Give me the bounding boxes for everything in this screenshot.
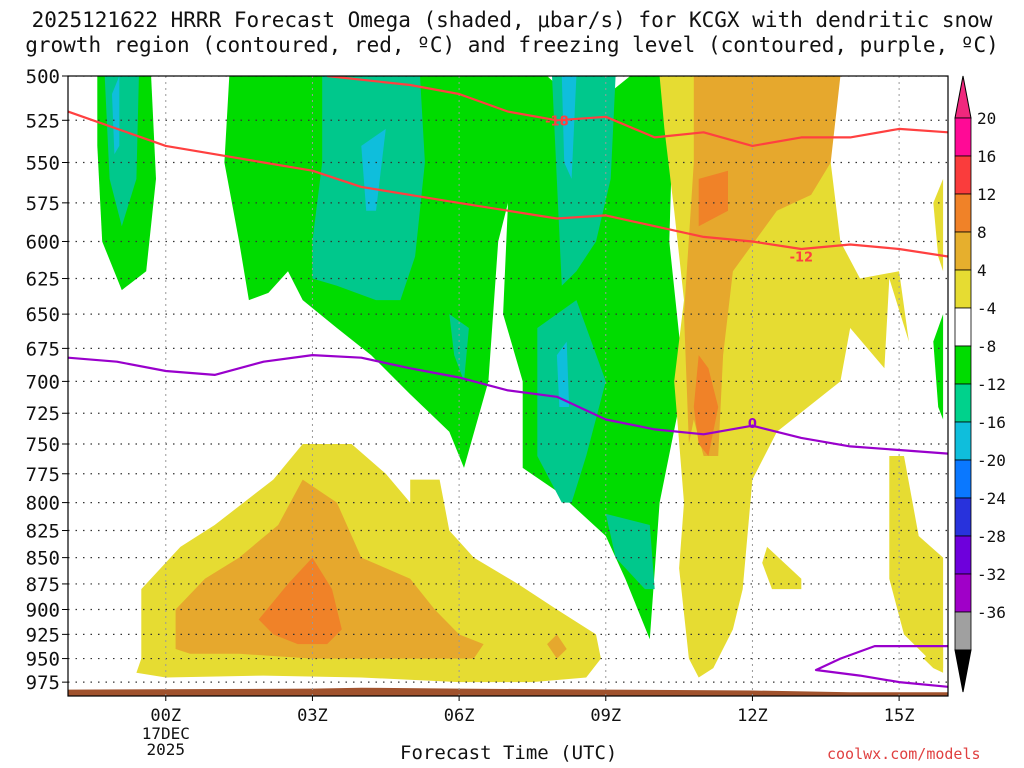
contour-label-minus12: -12 [790, 250, 814, 265]
colorbar-label-11: -28 [977, 527, 1006, 546]
y-tick-label-875: 875 [26, 574, 60, 596]
colorbar-label-4: 4 [977, 261, 987, 280]
y-tick-label-925: 925 [26, 624, 60, 646]
omega-region-8-0 [175, 479, 484, 659]
plot-frame [67, 75, 949, 697]
x-tick-sublabel-1: 2025 [147, 740, 186, 759]
contour-label-zero: 0 [748, 417, 757, 432]
colorbar-label-0: 20 [977, 109, 996, 128]
y-tick-label-575: 575 [26, 193, 60, 215]
omega-region-neg8-4 [537, 300, 606, 503]
x-tick-sublabel-0: 17DEC [142, 724, 190, 743]
y-tick-label-600: 600 [26, 231, 60, 253]
omega-region-4-5 [933, 178, 944, 272]
colorbar-label-13: -36 [977, 603, 1006, 622]
colorbar-label-9: -20 [977, 451, 1006, 470]
y-tick-label-750: 750 [26, 434, 60, 456]
colorbar-label-1: 16 [977, 147, 996, 166]
omega-region-4-4 [923, 639, 944, 673]
colorbar-bin-7 [954, 383, 972, 423]
colorbar-over-arrow [954, 75, 972, 119]
x-tick-label-03Z: 03Z [297, 706, 328, 726]
colorbar-bin-3 [954, 231, 972, 271]
y-tick-label-675: 675 [26, 338, 60, 360]
omega-region-neg12-3 [556, 341, 570, 407]
colorbar-bin-2 [954, 193, 972, 233]
y-tick-label-650: 650 [26, 304, 60, 326]
colorbar-label-7: -12 [977, 375, 1006, 394]
omega-region-neg4-2 [933, 314, 944, 420]
x-axis-label: Forecast Time (UTC) [400, 742, 618, 764]
contour-label-minus18: -18 [545, 114, 569, 129]
terrain [68, 687, 948, 696]
omega-region-neg8-5 [605, 513, 655, 590]
y-tick-label-500: 500 [26, 66, 60, 88]
contour-1-line-1 [814, 644, 948, 688]
colorbar-bin-13 [954, 611, 972, 651]
x-tick-label-00Z: 00Z [150, 706, 181, 726]
x-tick-label-06Z: 06Z [444, 706, 475, 726]
omega-region-8-2 [684, 76, 841, 456]
y-tick-label-800: 800 [26, 493, 60, 515]
x-tick-label-09Z: 09Z [590, 706, 621, 726]
colorbar-label-6: -8 [977, 337, 996, 356]
colorbar-bin-1 [954, 155, 972, 195]
chart-title-line2: growth region (contoured, red, ºC) and f… [25, 33, 999, 57]
y-tick-label-900: 900 [26, 599, 60, 621]
colorbar-bin-0 [954, 117, 972, 157]
colorbar-bin-10 [954, 497, 972, 537]
credit-link[interactable]: coolwx.com/models [827, 745, 981, 763]
colorbar-label-5: -4 [977, 299, 996, 318]
colorbar-label-3: 8 [977, 223, 987, 242]
colorbar-bin-12 [954, 573, 972, 613]
y-tick-label-850: 850 [26, 548, 60, 570]
y-tick-label-625: 625 [26, 269, 60, 291]
colorbar-bin-6 [954, 345, 972, 385]
y-tick-label-975: 975 [26, 672, 60, 694]
plot-area: -18 -12 0 [68, 76, 948, 696]
x-tick-label-12Z: 12Z [737, 706, 768, 726]
colorbar-label-8: -16 [977, 413, 1006, 432]
contour-1-line-0 [68, 354, 948, 455]
y-tick-label-725: 725 [26, 403, 60, 425]
colorbar-label-12: -32 [977, 565, 1006, 584]
omega-region-4-3 [889, 456, 944, 669]
omega-region-4-2 [762, 546, 802, 590]
omega-region-12-1 [698, 170, 728, 227]
y-tick-label-825: 825 [26, 521, 60, 543]
colorbar-label-2: 12 [977, 185, 996, 204]
colorbar-bin-11 [954, 535, 972, 575]
colorbar-under-arrow [954, 649, 972, 693]
y-tick-label-950: 950 [26, 649, 60, 671]
x-tick-label-15Z: 15Z [884, 706, 915, 726]
y-tick-label-525: 525 [26, 110, 60, 132]
contour-0-line-1 [68, 110, 948, 258]
omega-region-12-2 [693, 355, 719, 456]
omega-region-neg12-1 [361, 128, 386, 211]
omega-region-neg12-2 [561, 76, 577, 179]
colorbar-label-10: -24 [977, 489, 1006, 508]
omega-region-12-0 [258, 557, 342, 645]
chart-title-line1: 2025121622 HRRR Forecast Omega (shaded, … [31, 8, 993, 32]
colorbar-bin-9 [954, 459, 972, 499]
omega-region-8-1 [547, 634, 567, 659]
omega-region-neg12-0 [112, 76, 120, 155]
y-tick-label-775: 775 [26, 464, 60, 486]
colorbar-bin-4 [954, 269, 972, 309]
contour-0-line-0 [326, 76, 948, 147]
colorbar: 20 16 12 8 4 -4 -8 -12 -16 -20 -24 -28 -32 -36 [954, 75, 1006, 693]
colorbar-bin-8 [954, 421, 972, 461]
colorbar-bin-5 [954, 307, 972, 347]
y-tick-label-700: 700 [26, 371, 60, 393]
y-tick-label-550: 550 [26, 153, 60, 175]
